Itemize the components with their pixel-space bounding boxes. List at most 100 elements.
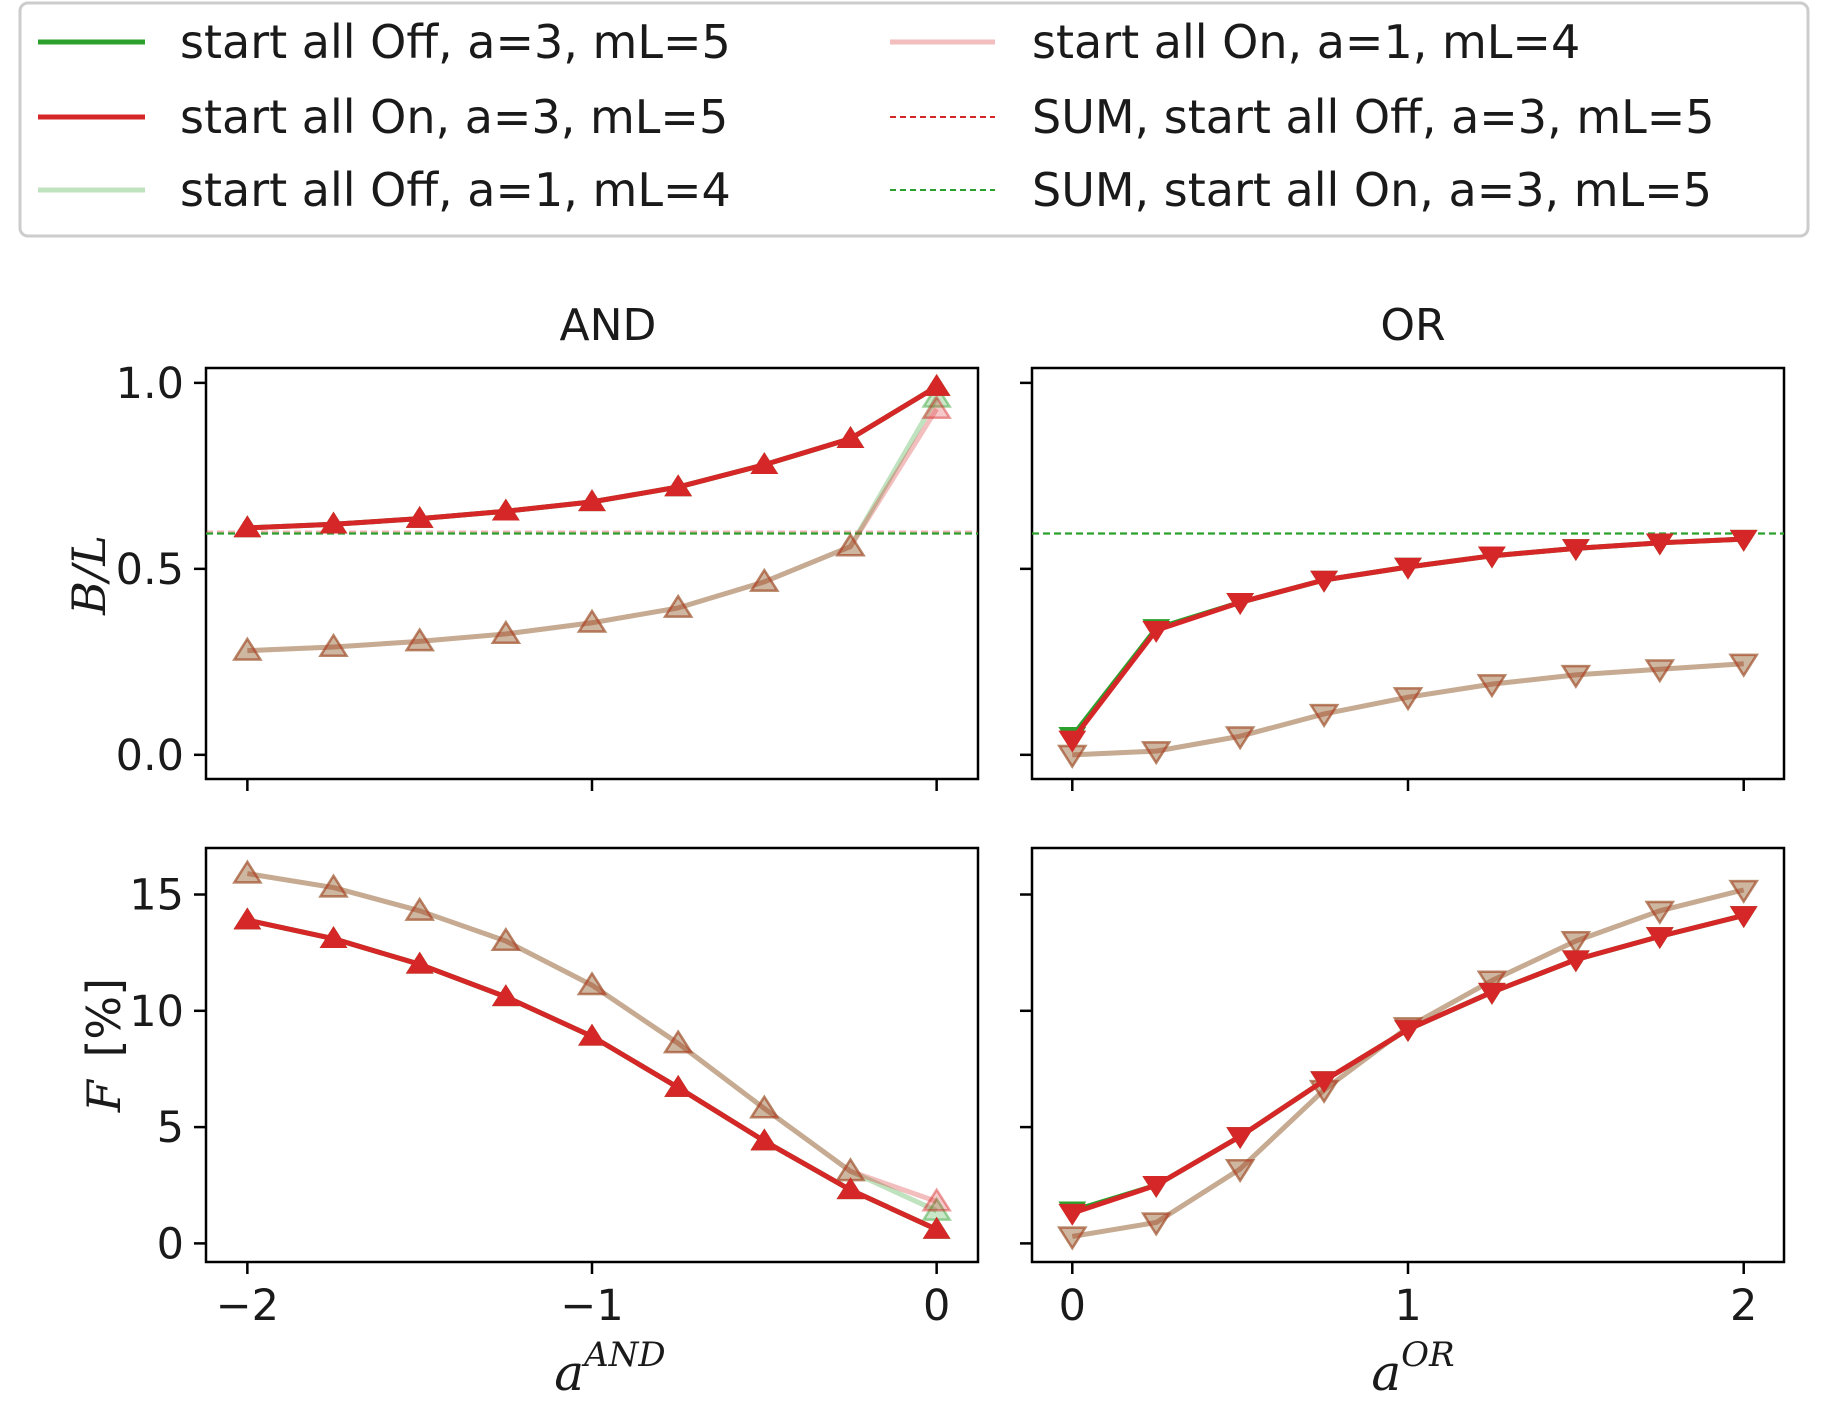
data-point [1140, 1212, 1172, 1237]
data-point [1644, 659, 1676, 684]
series-line [247, 407, 939, 654]
legend-label: start all On, a=1, mL=4 [1032, 15, 1580, 69]
data-point [1728, 653, 1759, 678]
data-point [921, 383, 952, 408]
x-axis-label-sup: OR [1401, 1335, 1454, 1375]
data-point [662, 593, 694, 618]
data-point [490, 619, 522, 644]
data-point [1476, 970, 1508, 995]
data-point [1394, 557, 1422, 580]
data-point [404, 896, 435, 921]
legend-label: start all Off, a=1, mL=4 [180, 163, 731, 217]
data-point [1644, 659, 1676, 684]
y-tick-label: 0.0 [116, 731, 184, 781]
data-point [233, 907, 262, 930]
legend-box [18, 1, 1810, 238]
data-point [318, 632, 349, 657]
data-point [921, 1187, 952, 1212]
data-point [405, 506, 434, 528]
y-axis-label-bottom: F [%] [77, 978, 131, 1113]
series-line [246, 871, 938, 1204]
data-point [318, 632, 349, 657]
legend-entry: SUM, start all Off, a=3, mL=5 [890, 90, 1715, 144]
data-point [1728, 879, 1759, 904]
legend-label: start all Off, a=3, mL=5 [180, 15, 731, 69]
panel-title-and: AND [560, 300, 657, 351]
plot-area [1057, 879, 1759, 1251]
data-point [1394, 1020, 1422, 1043]
data-point [576, 608, 608, 633]
legend-entry: start all Off, a=3, mL=5 [38, 15, 731, 69]
svg-text:F [%]: F [%] [77, 978, 131, 1113]
data-point [318, 873, 349, 898]
data-point [1058, 1203, 1087, 1226]
data-point [1142, 620, 1171, 643]
data-point [1560, 931, 1592, 956]
data-point [233, 515, 262, 538]
x-tick-label: 1 [1394, 1281, 1421, 1331]
data-point [491, 984, 520, 1007]
data-point [1729, 906, 1758, 929]
data-point [1308, 703, 1340, 728]
data-point [1560, 664, 1592, 689]
data-point [578, 489, 606, 512]
data-point [318, 873, 349, 898]
data-point [662, 1029, 694, 1054]
y-axis-label-unit: [%] [77, 978, 131, 1058]
data-point [1561, 950, 1590, 973]
data-point [1226, 593, 1255, 615]
data-point [921, 394, 952, 419]
data-point [1226, 1127, 1255, 1150]
plot-area [1032, 529, 1784, 769]
data-point [836, 1177, 865, 1200]
data-point [1310, 1071, 1338, 1094]
data-point [1645, 533, 1674, 556]
chart-panels: 0.0 0.5 1.0 −2 −1 0 0 5 10 15 0 1 2 [116, 359, 1786, 1331]
data-point [1560, 664, 1592, 689]
x-axis-label-and: aAND [554, 1335, 665, 1402]
x-tick-label: 0 [1059, 1281, 1086, 1331]
data-point [404, 627, 435, 652]
x-axis-label-base: a [554, 1344, 584, 1402]
data-point [664, 1074, 693, 1097]
y-tick-label: 5 [157, 1103, 184, 1153]
legend-label: SUM, start all Off, a=3, mL=5 [1032, 90, 1715, 144]
data-point [576, 971, 608, 996]
data-point [662, 593, 694, 618]
data-point [1644, 900, 1676, 925]
series-line [247, 396, 939, 654]
series-line [1072, 661, 1744, 758]
data-point [1728, 879, 1759, 904]
data-point [1308, 703, 1340, 728]
legend-label: start all On, a=3, mL=5 [180, 90, 728, 144]
data-point [576, 971, 608, 996]
legend-entry: SUM, start all On, a=3, mL=5 [890, 163, 1712, 217]
data-point [576, 608, 608, 633]
data-point [491, 498, 520, 521]
data-point [490, 619, 522, 644]
data-point [1142, 1175, 1171, 1198]
data-point [404, 896, 435, 921]
y-axis-label-top: B/L [62, 535, 116, 616]
panel-title-or: OR [1380, 300, 1445, 351]
data-point [578, 1023, 606, 1046]
data-point [1057, 1226, 1088, 1251]
data-point [750, 452, 779, 474]
x-tick-label: 2 [1730, 1281, 1757, 1331]
data-point [232, 636, 263, 661]
data-point [1392, 687, 1424, 712]
data-point [404, 627, 435, 652]
y-tick-label: 0.5 [116, 545, 184, 595]
data-point [405, 951, 434, 974]
data-point [1058, 730, 1087, 753]
legend-entry: start all Off, a=1, mL=4 [38, 163, 731, 217]
series-line [1072, 661, 1744, 758]
data-point [1140, 741, 1172, 766]
data-point [1644, 900, 1676, 925]
y-tick-label: 1.0 [116, 359, 184, 409]
data-point [319, 511, 348, 534]
data-point [922, 373, 951, 396]
axes-frame [204, 366, 980, 781]
data-point [1560, 931, 1592, 956]
